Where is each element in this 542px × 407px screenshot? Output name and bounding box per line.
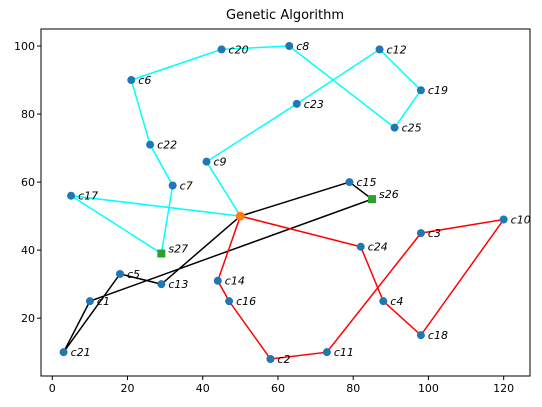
label-c24: c24 [368, 241, 388, 254]
point-c24 [356, 242, 365, 251]
route-line-3 [216, 215, 506, 360]
point-c14 [213, 276, 222, 285]
y-tick-label: 80 [21, 108, 35, 121]
y-tick-label: 100 [14, 40, 35, 53]
point-c8 [285, 42, 294, 51]
x-tick-label: 100 [418, 382, 439, 395]
point-c9 [202, 157, 211, 166]
label-c3: c3 [428, 227, 441, 240]
point-c22 [146, 140, 155, 149]
label-c7: c7 [180, 179, 193, 192]
point-c1 [85, 297, 94, 306]
label-c18: c18 [428, 329, 448, 342]
label-c15: c15 [356, 176, 376, 189]
label-c19: c19 [428, 84, 448, 97]
point-c11 [322, 348, 331, 357]
point-c15 [345, 178, 354, 187]
axis-ticks: 0 20 40 60 80 100 120 20 40 60 80 100 [14, 40, 514, 395]
label-c14: c14 [225, 275, 245, 288]
label-c10: c10 [511, 214, 531, 227]
hub-s26 [368, 195, 377, 204]
label-c6: c6 [138, 74, 151, 87]
point-c2 [266, 354, 275, 363]
point-c18 [416, 331, 425, 340]
y-tick-label: 20 [21, 312, 35, 325]
label-c1: c1 [97, 295, 110, 308]
label-c17: c17 [78, 190, 98, 203]
label-c13: c13 [168, 278, 188, 291]
route-line-1 [70, 45, 422, 255]
label-c5: c5 [127, 268, 140, 281]
points-layer [59, 42, 508, 363]
point-c4 [379, 297, 388, 306]
center-point [235, 211, 245, 221]
point-c10 [499, 215, 508, 224]
label-c8: c8 [296, 40, 309, 53]
point-c13 [157, 280, 166, 289]
x-tick-label: 20 [121, 382, 135, 395]
point-c23 [292, 99, 301, 108]
label-c4: c4 [390, 295, 403, 308]
point-c7 [168, 181, 177, 190]
x-tick-label: 80 [346, 382, 360, 395]
y-tick-label: 40 [21, 244, 35, 257]
point-c12 [375, 45, 384, 54]
label-c9: c9 [214, 156, 227, 169]
label-c22: c22 [157, 139, 177, 152]
point-c16 [225, 297, 234, 306]
point-c20 [217, 45, 226, 54]
point-c6 [127, 76, 136, 85]
label-c12: c12 [387, 43, 407, 56]
label-c21: c21 [71, 346, 91, 359]
label-c2: c2 [277, 353, 290, 366]
point-c21 [59, 348, 68, 357]
point-c17 [67, 191, 76, 200]
label-c11: c11 [334, 346, 354, 359]
x-tick-label: 40 [196, 382, 210, 395]
label-c16: c16 [236, 295, 256, 308]
y-tick-label: 60 [21, 176, 35, 189]
chart-title: Genetic Algorithm [226, 8, 344, 23]
x-tick-label: 60 [271, 382, 285, 395]
plot-frame [40, 28, 531, 377]
point-c19 [416, 86, 425, 95]
point-c25 [390, 123, 399, 132]
label-s27: s27 [168, 243, 188, 256]
label-c25: c25 [402, 122, 422, 135]
label-c20: c20 [229, 43, 249, 56]
point-labels: c20 c8 c12 c6 c19 c23 c25 c22 c9 c7 c15 c17 c10 c3 c24… [71, 40, 531, 366]
route-line-2 [62, 181, 374, 353]
x-tick-label: 120 [493, 382, 514, 395]
label-c23: c23 [304, 98, 324, 111]
label-s26: s26 [379, 188, 399, 201]
hub-s27 [157, 249, 166, 258]
x-tick-label: 0 [49, 382, 56, 395]
point-c3 [416, 229, 425, 238]
point-c5 [115, 269, 124, 278]
